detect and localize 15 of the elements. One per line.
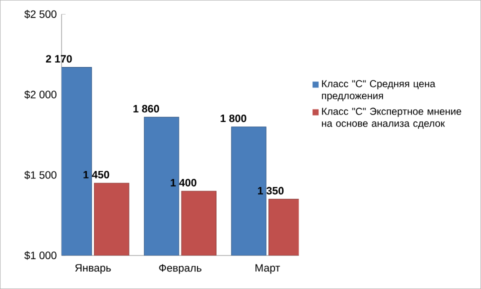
data-label: 2 170 [46, 55, 72, 63]
x-tick-label: Март [256, 264, 280, 274]
data-label: 1 860 [133, 104, 160, 112]
x-tick-label: Февраль [159, 264, 202, 274]
data-label: 1 400 [170, 178, 196, 186]
data-label: 1 450 [84, 170, 110, 178]
legend-label: Класс "С" Экспертное мнение на основе анализа сделок [322, 108, 462, 129]
data-label: 1 800 [220, 114, 246, 122]
legend-label: Класс "С" Средняя цена предложения [322, 80, 436, 102]
y-tick-label: $2 500 [24, 10, 56, 19]
x-tick-label: Январь [75, 264, 111, 274]
data-label: 1 350 [258, 186, 284, 194]
y-tick-label: $2 000 [24, 90, 56, 99]
y-tick-label: $1 000 [24, 251, 56, 260]
y-tick-label: $1 500 [24, 170, 56, 180]
